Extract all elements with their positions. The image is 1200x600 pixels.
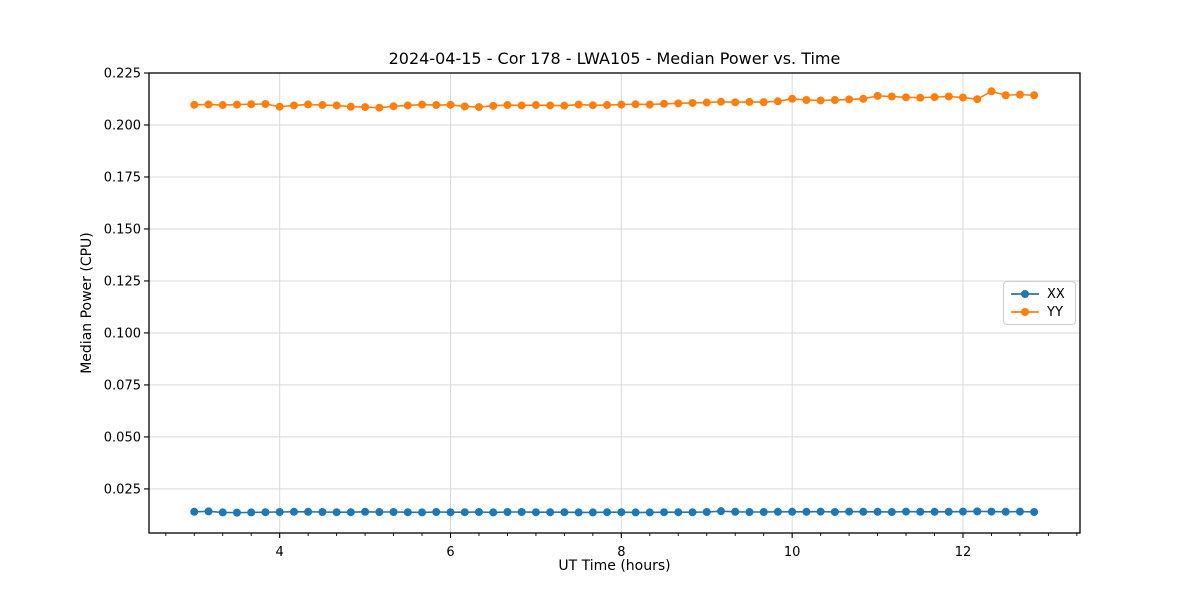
y-tick-label: 0.175 [104, 170, 141, 185]
series-yy [190, 87, 1039, 112]
x-tick-label: 6 [446, 545, 454, 560]
x-axis-label: UT Time (hours) [558, 558, 671, 574]
legend-entry-xx: XX [1010, 286, 1069, 302]
y-tick-label: 0.150 [104, 222, 141, 237]
series-xx [190, 507, 1039, 517]
y-axis-label: Median Power (CPU) [79, 232, 95, 374]
gridlines [149, 72, 1080, 533]
y-tick-label: 0.225 [104, 67, 141, 82]
y-tick-label: 0.100 [104, 326, 141, 341]
legend: XX YY [1003, 281, 1076, 325]
x-tick-label: 12 [955, 545, 972, 560]
y-tick-label: 0.025 [104, 482, 141, 497]
legend-line-marker-yy-icon [1011, 308, 1039, 316]
y-tick-label: 0.200 [104, 118, 141, 133]
plot-frame [148, 72, 1081, 534]
x-tick-label: 4 [276, 545, 284, 560]
y-tick-label: 0.075 [104, 378, 141, 393]
legend-line-marker-xx-icon [1011, 290, 1039, 298]
y-axis-ticks: 0.025 0.050 0.075 0.100 0.125 0.150 0.175 0.200… [104, 67, 149, 497]
legend-entry-yy: YY [1010, 304, 1069, 320]
x-tick-label: 8 [617, 545, 625, 560]
legend-label-yy: YY [1047, 304, 1063, 320]
x-axis-ticks: 4 6 8 10 12 [165, 533, 1078, 560]
y-tick-label: 0.125 [104, 274, 141, 289]
legend-label-xx: XX [1047, 286, 1065, 302]
x-tick-label: 10 [784, 545, 801, 560]
y-tick-label: 0.050 [104, 430, 141, 445]
chart-title: 2024-04-15 - Cor 178 - LWA105 - Median P… [388, 49, 841, 68]
